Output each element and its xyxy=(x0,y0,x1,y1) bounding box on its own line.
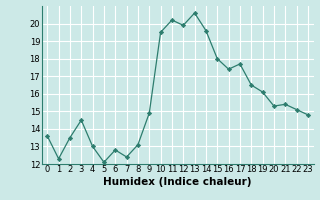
X-axis label: Humidex (Indice chaleur): Humidex (Indice chaleur) xyxy=(103,177,252,187)
